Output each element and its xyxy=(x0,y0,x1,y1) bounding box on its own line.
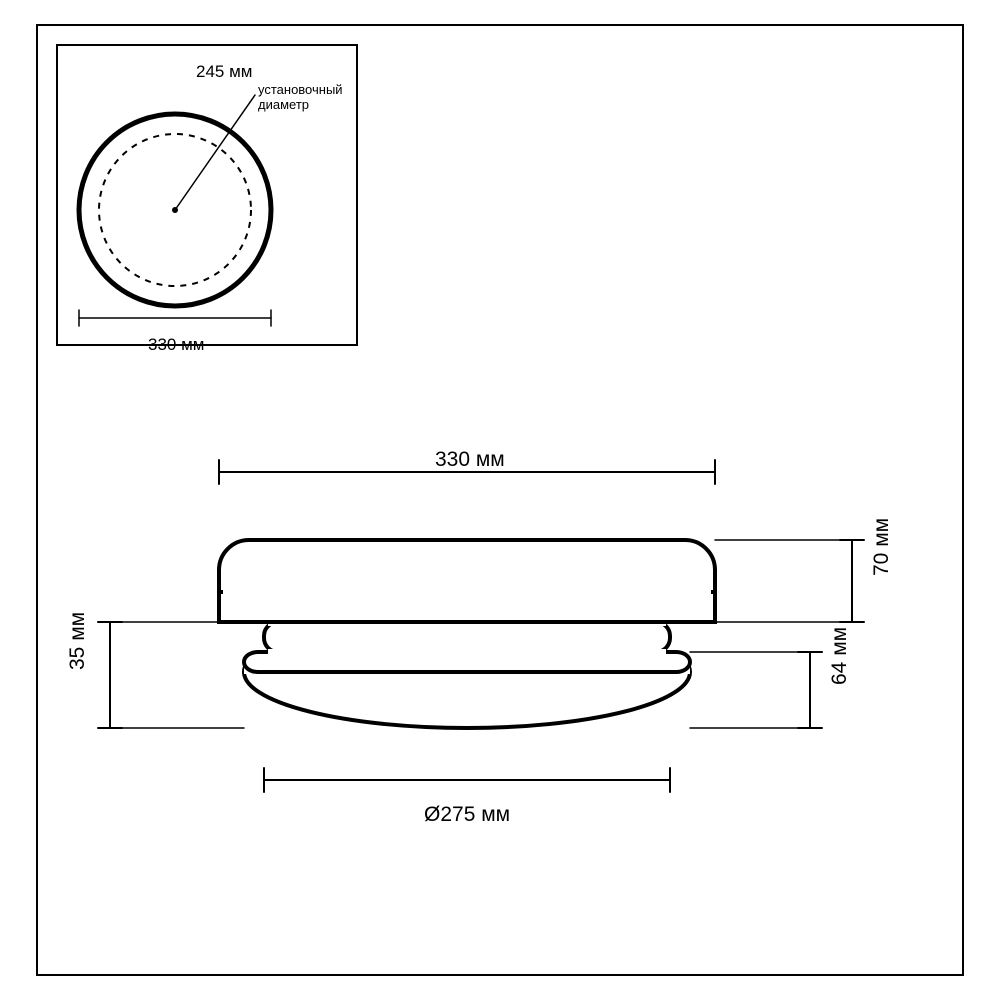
label-side-64mm: 64 мм xyxy=(828,627,852,685)
label-install-diameter: установочный диаметр xyxy=(258,82,343,112)
label-top-330mm: 330 мм xyxy=(148,335,204,355)
label-side-70mm: 70 мм xyxy=(870,518,894,576)
diagram-svg xyxy=(0,0,1000,1000)
label-side-35mm: 35 мм xyxy=(66,612,90,670)
label-side-275mm: Ø275 мм xyxy=(424,803,510,827)
label-side-330mm: 330 мм xyxy=(435,448,505,472)
label-245mm: 245 мм xyxy=(196,62,252,82)
